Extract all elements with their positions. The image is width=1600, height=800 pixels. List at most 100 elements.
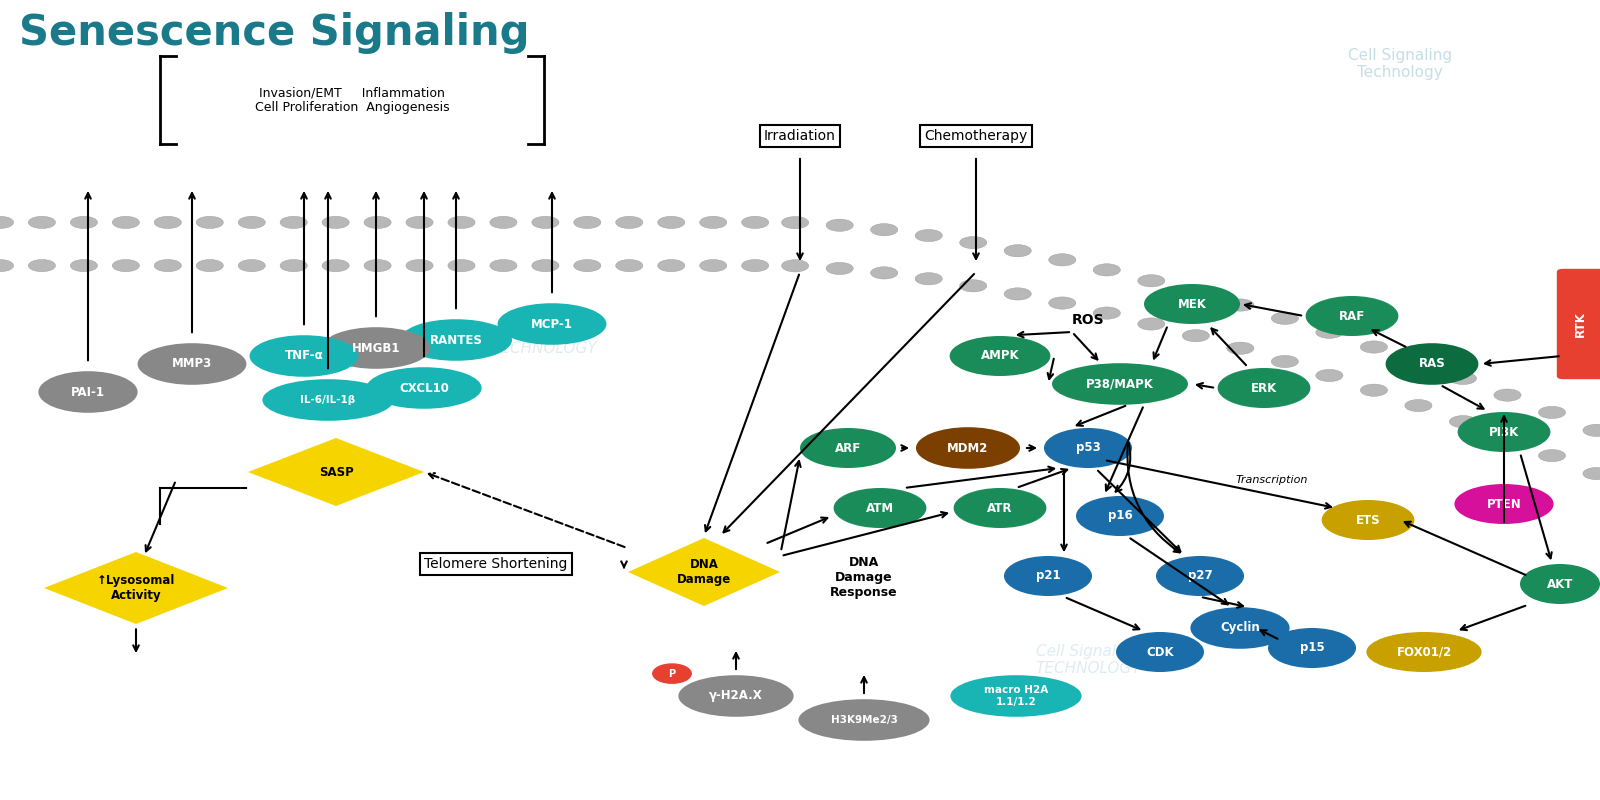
Ellipse shape	[960, 237, 987, 249]
Text: PAI-1: PAI-1	[70, 386, 106, 398]
Text: ↑Lysosomal
Activity: ↑Lysosomal Activity	[98, 574, 174, 602]
FancyBboxPatch shape	[1557, 269, 1600, 379]
Text: RTK: RTK	[1574, 311, 1587, 337]
Ellipse shape	[699, 259, 726, 272]
Ellipse shape	[1005, 288, 1032, 300]
Text: TNF-α: TNF-α	[285, 350, 323, 362]
Ellipse shape	[1360, 384, 1387, 396]
Text: ERK: ERK	[1251, 382, 1277, 394]
Text: P38/MAPK: P38/MAPK	[1086, 378, 1154, 390]
Text: PI3K: PI3K	[1490, 426, 1518, 438]
Ellipse shape	[1454, 484, 1554, 524]
Text: ROS: ROS	[1072, 313, 1104, 327]
Ellipse shape	[322, 259, 349, 272]
Ellipse shape	[915, 230, 942, 242]
Ellipse shape	[826, 219, 853, 231]
Ellipse shape	[1360, 341, 1387, 353]
Ellipse shape	[741, 216, 768, 229]
Ellipse shape	[699, 216, 726, 229]
Text: Cell Signaling
Technology: Cell Signaling Technology	[1347, 48, 1453, 80]
Text: Irradiation: Irradiation	[765, 129, 835, 143]
Ellipse shape	[960, 280, 987, 292]
Ellipse shape	[1093, 264, 1120, 276]
Text: p27: p27	[1187, 570, 1213, 582]
Ellipse shape	[1315, 370, 1342, 382]
Ellipse shape	[826, 262, 853, 274]
Ellipse shape	[531, 216, 558, 229]
Text: RANTES: RANTES	[429, 334, 483, 346]
Ellipse shape	[490, 216, 517, 229]
Text: AKT: AKT	[1547, 578, 1573, 590]
Ellipse shape	[1075, 496, 1165, 536]
Ellipse shape	[1190, 607, 1290, 649]
Ellipse shape	[950, 675, 1082, 717]
Ellipse shape	[1048, 297, 1075, 309]
Ellipse shape	[1005, 245, 1032, 257]
Ellipse shape	[1494, 432, 1522, 445]
Ellipse shape	[1043, 428, 1133, 468]
Ellipse shape	[950, 336, 1051, 376]
Text: MMP3: MMP3	[171, 358, 213, 370]
Ellipse shape	[363, 216, 390, 229]
Ellipse shape	[1048, 254, 1075, 266]
Ellipse shape	[781, 217, 808, 229]
Ellipse shape	[238, 259, 266, 272]
Text: H3K9Me2/3: H3K9Me2/3	[830, 715, 898, 725]
Ellipse shape	[1450, 372, 1477, 385]
Ellipse shape	[1272, 355, 1299, 368]
Ellipse shape	[1138, 274, 1165, 287]
Text: Cell Signaling
TECHNOLOGY: Cell Signaling TECHNOLOGY	[491, 324, 597, 356]
Ellipse shape	[1366, 632, 1482, 672]
Text: MDM2: MDM2	[947, 442, 989, 454]
Text: Transcription: Transcription	[1235, 475, 1309, 485]
Text: CXCL10: CXCL10	[398, 382, 450, 394]
Text: Senescence Signaling: Senescence Signaling	[19, 12, 530, 54]
Ellipse shape	[915, 273, 942, 285]
Text: DNA
Damage: DNA Damage	[677, 558, 731, 586]
Ellipse shape	[1182, 286, 1210, 298]
Ellipse shape	[154, 259, 181, 272]
Ellipse shape	[915, 427, 1021, 469]
Ellipse shape	[531, 259, 558, 272]
Text: MCP-1: MCP-1	[531, 318, 573, 330]
Text: ATR: ATR	[987, 502, 1013, 514]
Ellipse shape	[363, 259, 390, 272]
Text: γ-H2A.X: γ-H2A.X	[709, 690, 763, 702]
Ellipse shape	[154, 216, 181, 229]
Text: FOX01/2: FOX01/2	[1397, 646, 1451, 658]
Polygon shape	[627, 538, 781, 606]
Ellipse shape	[138, 343, 246, 385]
Ellipse shape	[1155, 556, 1245, 596]
Ellipse shape	[448, 259, 475, 272]
Ellipse shape	[954, 488, 1046, 528]
Ellipse shape	[250, 335, 358, 377]
Ellipse shape	[406, 259, 434, 272]
Ellipse shape	[798, 699, 930, 741]
Ellipse shape	[1053, 363, 1187, 405]
Text: ARF: ARF	[835, 442, 861, 454]
Ellipse shape	[322, 327, 430, 369]
Ellipse shape	[1272, 312, 1299, 325]
Ellipse shape	[1218, 368, 1310, 408]
Text: RAF: RAF	[1339, 310, 1365, 322]
Ellipse shape	[112, 216, 139, 229]
Text: Chemotherapy: Chemotherapy	[925, 129, 1027, 143]
Ellipse shape	[1405, 399, 1432, 412]
Ellipse shape	[800, 428, 896, 468]
Ellipse shape	[406, 216, 434, 229]
Text: Cyclin: Cyclin	[1221, 622, 1259, 634]
Text: p16: p16	[1107, 510, 1133, 522]
Ellipse shape	[70, 216, 98, 229]
Ellipse shape	[490, 259, 517, 272]
Ellipse shape	[322, 216, 349, 229]
Text: DNA
Damage
Response: DNA Damage Response	[830, 556, 898, 599]
Polygon shape	[45, 552, 229, 624]
Text: p21: p21	[1035, 570, 1061, 582]
Ellipse shape	[448, 216, 475, 229]
Text: ATM: ATM	[866, 502, 894, 514]
Text: IL-6/IL-1β: IL-6/IL-1β	[301, 395, 355, 405]
Ellipse shape	[870, 223, 898, 236]
Ellipse shape	[1138, 318, 1165, 330]
Text: Invasion/EMT     Inflammation
Cell Proliferation  Angiogenesis: Invasion/EMT Inflammation Cell Prolifera…	[254, 86, 450, 114]
Text: P: P	[669, 669, 675, 678]
